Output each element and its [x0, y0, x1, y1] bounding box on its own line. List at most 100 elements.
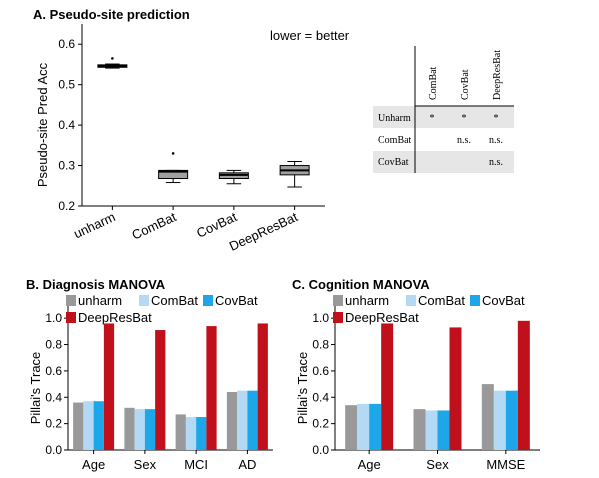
bar-deepresbat-sex	[155, 330, 166, 450]
x-tick-label: Age	[358, 457, 381, 472]
bar-unharm-age	[345, 405, 358, 450]
legend-swatch	[139, 295, 149, 306]
y-tick-label: 0.6	[312, 364, 329, 378]
bar-unharm-age	[73, 402, 84, 450]
legend-label: CovBat	[482, 293, 525, 308]
table-cell: n.s.	[489, 135, 503, 146]
y-tick-label: 0.4	[58, 118, 75, 132]
table-row-bg-covbat	[373, 151, 514, 173]
y-tick-label: 0.5	[58, 78, 75, 92]
x-tick-label: unharm	[71, 209, 117, 241]
legend-swatch	[333, 312, 343, 323]
legend-label: CovBat	[215, 293, 258, 308]
significance-table: ComBat CovBat DeepResBat Unharm ComBat C…	[373, 46, 514, 173]
legend-swatch	[66, 312, 76, 323]
x-tick-label: CovBat	[194, 209, 239, 241]
y-tick-label: 0.6	[58, 37, 75, 51]
table-col-header: DeepResBat	[492, 50, 503, 100]
bar-covbat-sex	[144, 409, 156, 450]
bar-deepresbat-age	[103, 323, 115, 450]
boxplot-chart: 0.2 0.3 0.4 0.5 0.6 unharm ComBat CovBatDeepRes…	[58, 24, 325, 254]
bar-combat-ad	[237, 390, 248, 450]
table-cell: *	[462, 113, 467, 124]
panel-a-y-axis-label: Pseudo-site Pred Acc	[35, 62, 50, 187]
y-tick-label: 0.2	[45, 417, 62, 431]
bar-unharm-sex	[413, 409, 426, 450]
x-tick-label: AD	[238, 457, 256, 472]
legend-swatch	[66, 295, 76, 306]
y-tick-label: 1.0	[312, 311, 329, 325]
bar-deepresbat-age	[381, 323, 394, 450]
legend-swatch	[333, 295, 343, 306]
table-row-label: CovBat	[378, 157, 409, 168]
panel-b-y-axis-label: Pillai's Trace	[28, 352, 43, 425]
bar-covbat-sex	[437, 410, 450, 450]
legend-swatch	[203, 295, 213, 306]
table-row-label: Unharm	[378, 113, 411, 124]
legend-label: DeepResBat	[345, 310, 419, 325]
legend-swatch	[470, 295, 480, 306]
y-tick-label: 0.2	[312, 417, 329, 431]
bar-deepresbat-ad	[257, 323, 268, 450]
y-tick-label: 0.6	[45, 364, 62, 378]
y-tick-label: 0.8	[312, 338, 329, 352]
legend-label: ComBat	[418, 293, 465, 308]
legend-label: ComBat	[151, 293, 198, 308]
panel-b-title: B. Diagnosis MANOVA	[26, 277, 166, 292]
legend-label: unharm	[345, 293, 389, 308]
legend-label: DeepResBat	[78, 310, 152, 325]
x-tick-label: Sex	[426, 457, 449, 472]
bar-unharm-mci	[175, 414, 186, 450]
bar-deepresbat-sex	[449, 327, 462, 450]
bar-combat-sex	[425, 410, 438, 450]
panel-c-title: C. Cognition MANOVA	[292, 277, 430, 292]
bar-deepresbat-mmse	[517, 320, 530, 450]
y-tick-label: 0.4	[312, 390, 329, 404]
bar-covbat-age	[93, 401, 104, 450]
table-cell: n.s.	[457, 135, 471, 146]
bar-combat-mci	[185, 417, 197, 450]
y-tick-label: 0.3	[58, 159, 75, 173]
panel-a-title: A. Pseudo-site prediction	[33, 7, 190, 22]
x-tick-label: MMSE	[486, 457, 525, 472]
x-tick-label: Age	[82, 457, 105, 472]
diagnosis-bar-chart: 0.0 0.2 0.4 0.6 0.8 1.0 Age Sex MCI AD unharm ComBa…	[45, 293, 273, 472]
table-cell: *	[494, 113, 499, 124]
y-tick-label: 1.0	[45, 311, 62, 325]
cognition-bar-chart: 0.0 0.2 0.4 0.6 0.8 1.0 Age Sex MMSE unharm ComBat…	[312, 293, 540, 472]
bar-combat-sex	[134, 409, 145, 450]
table-col-header: CovBat	[460, 69, 471, 100]
bar-combat-age	[83, 401, 94, 450]
bar-deepresbat-mci	[206, 326, 217, 450]
bar-combat-mmse	[493, 390, 506, 450]
x-tick-label: Sex	[134, 457, 157, 472]
bar-covbat-mmse	[505, 390, 518, 450]
y-tick-label: 0.2	[58, 199, 75, 213]
panel-a-note: lower = better	[270, 28, 350, 43]
table-col-header: ComBat	[428, 66, 439, 100]
y-tick-label: 0.0	[45, 443, 62, 457]
legend-swatch	[406, 295, 416, 306]
bar-unharm-sex	[124, 407, 135, 450]
y-tick-label: 0.0	[312, 443, 329, 457]
table-cell: n.s.	[489, 157, 503, 168]
table-cell: *	[430, 113, 435, 124]
y-tick-label: 0.4	[45, 390, 62, 404]
bar-covbat-age	[369, 403, 382, 450]
x-tick-label: MCI	[184, 457, 208, 472]
bar-unharm-ad	[226, 392, 238, 450]
table-row-bg-unharm	[373, 106, 514, 128]
x-tick-label: ComBat	[129, 209, 178, 243]
bar-unharm-mmse	[481, 384, 494, 450]
panel-c-y-axis-label: Pillai's Trace	[295, 352, 310, 425]
bar-combat-age	[357, 403, 370, 450]
legend-label: unharm	[78, 293, 122, 308]
box-combat	[158, 169, 189, 179]
x-tick-label: DeepResBat	[227, 209, 300, 254]
outlier-point	[171, 152, 175, 155]
bar-covbat-mci	[196, 417, 207, 450]
table-row-label: ComBat	[378, 135, 412, 146]
bar-covbat-ad	[247, 390, 258, 450]
y-tick-label: 0.8	[45, 338, 62, 352]
